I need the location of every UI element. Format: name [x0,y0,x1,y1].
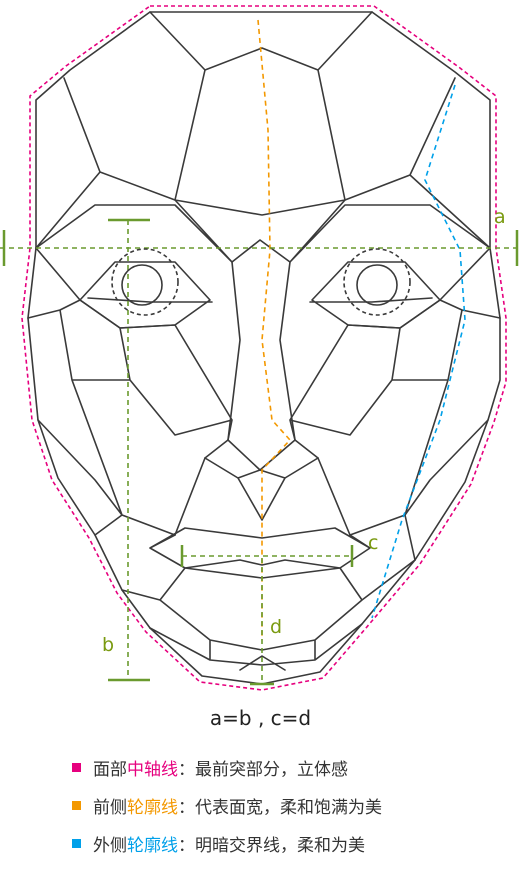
legend-item-midline: 面部 中轴线 ：最前突部分，立体感 [72,748,382,786]
face-proportion-diagram [0,5,521,691]
legend-item-outer-contour: 外侧 轮廓线 ：明暗交界线，柔和为美 [72,824,382,862]
eye-circles [111,248,411,316]
cheek-facets-left [27,247,233,536]
legend-highlight: 中轴线 [127,759,178,780]
right-eye-orbit [343,248,411,316]
face-wireframe [27,11,501,685]
right-iris [356,264,398,306]
legend-highlight: 轮廓线 [127,835,178,856]
legend-highlight: 轮廓线 [127,797,178,818]
legend-desc: ：代表面宽，柔和饱满为美 [178,797,382,818]
legend-swatch [72,762,81,772]
legend: 面部 中轴线 ：最前突部分，立体感 前侧 轮廓线 ：代表面宽，柔和饱满为美 外侧… [72,748,382,862]
midline-contour [21,5,507,691]
cheek-facets-right [289,247,501,561]
label-a: a [494,206,506,228]
brow-ridge [35,199,491,263]
left-eye-socket [79,261,213,329]
label-d: d [270,616,283,638]
legend-prefix: 前侧 [93,797,127,818]
legend-desc: ：最前突部分，立体感 [178,759,348,780]
measurement-guides [0,218,521,686]
forehead-facets [35,11,491,249]
legend-prefix: 面部 [93,759,127,780]
label-c: c [368,532,379,554]
proportion-formula: a=b , c=d [209,706,312,730]
mouth [149,527,371,579]
legend-item-front-contour: 前侧 轮廓线 ：代表面宽，柔和饱满为美 [72,786,382,824]
legend-desc: ：明暗交界线，柔和为美 [178,835,365,856]
left-eye-orbit [111,248,179,316]
outer-contour-line [371,84,466,619]
face-outline [27,11,501,685]
right-eye-socket [309,261,441,329]
legend-prefix: 外侧 [93,835,127,856]
label-b: b [102,634,115,656]
front-contour-line [257,19,292,640]
left-iris [121,264,163,306]
legend-swatch [72,800,81,810]
legend-swatch [72,838,81,848]
